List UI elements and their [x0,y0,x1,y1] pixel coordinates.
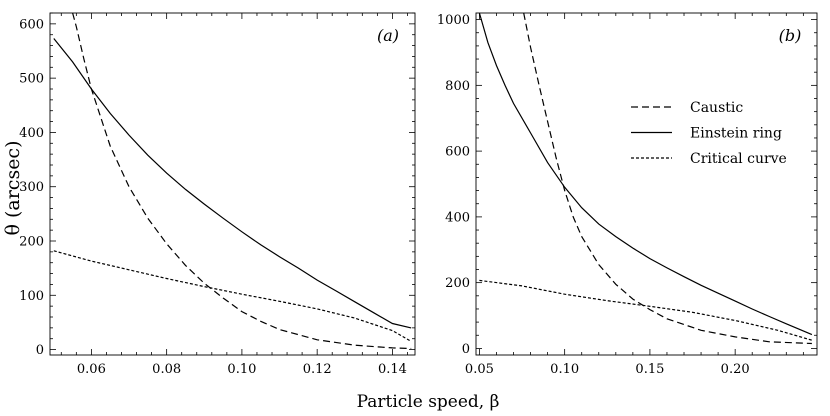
legend: Caustic Einstein ring Critical curve [631,100,787,167]
plot-frame [49,12,416,356]
y-tick-label: 100 [19,289,44,304]
y-tick-label: 500 [19,72,44,87]
y-tick-label: 1000 [437,13,470,28]
series-critical-curve [53,250,412,342]
panel-label: (b) [779,26,802,45]
y-tick-label: 600 [445,145,470,160]
panel-b: 0.05 0.10 0.15 0.20 0 200 400 600 800 1000 (b) Caus… [437,12,818,377]
y-axis-label: θ (arcsec) [2,141,24,236]
x-tick-label: 0.15 [635,362,664,377]
y-tick-label: 200 [445,276,470,291]
series-einstein-ring [478,13,813,336]
legend-label: Einstein ring [690,126,782,142]
y-tick-label: 0 [462,342,470,357]
x-tick-label: 0.10 [550,362,579,377]
x-tick-label: 0.06 [77,362,106,377]
x-tick-label: 0.12 [303,362,332,377]
series-caustic [72,13,412,350]
x-tick-label: 0.08 [152,362,181,377]
x-axis-label: Particle speed, β [357,392,500,412]
y-tick-label: 600 [19,17,44,32]
y-tick-label: 800 [445,79,470,94]
x-tick-label: 0.20 [721,362,750,377]
series-caustic [523,13,812,345]
x-tick-label: 0.10 [227,362,256,377]
panel-label: (a) [377,26,399,45]
y-tick-label: 200 [19,235,44,250]
x-tick-label: 0.14 [378,362,407,377]
y-tick-label: 400 [19,126,44,141]
panel-a: 0.06 0.08 0.10 0.12 0.14 0 100 200 300 400 500 600 (… [19,12,416,377]
plot-frame [475,12,818,356]
series-critical-curve [479,279,813,341]
x-tick-label: 0.05 [465,362,494,377]
y-tick-label: 0 [36,343,44,358]
legend-label: Critical curve [690,151,787,167]
legend-label: Caustic [690,100,743,116]
series-einstein-ring [53,38,412,329]
y-tick-label: 300 [19,180,44,195]
y-tick-label: 400 [445,210,470,225]
